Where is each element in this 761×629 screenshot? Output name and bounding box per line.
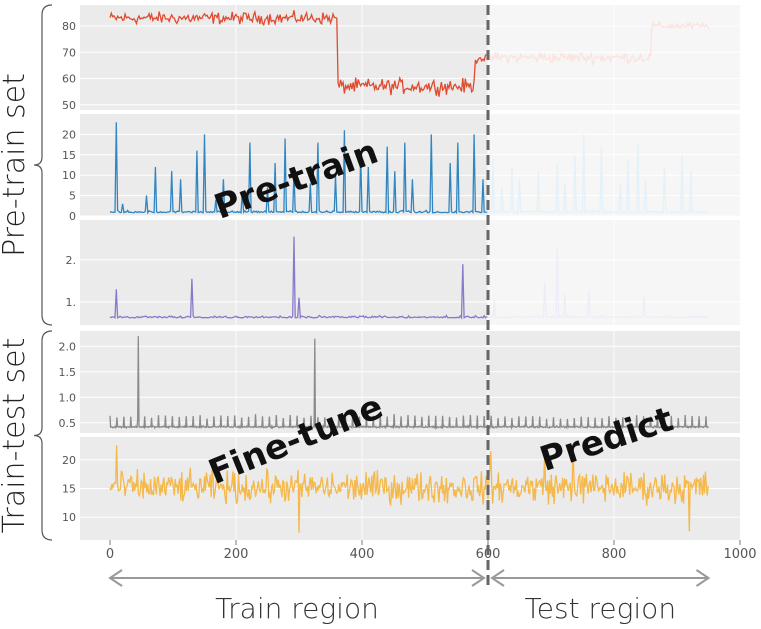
y-tick-label: 60 <box>62 73 76 86</box>
x-tick-label: 800 <box>602 547 627 562</box>
panel-background <box>80 331 740 433</box>
test-region-overlay <box>488 5 740 325</box>
y-tick-label: 0 <box>69 210 76 223</box>
series-line-train <box>109 9 489 97</box>
y-tick-label: 80 <box>62 20 76 33</box>
series-line-train <box>109 444 489 533</box>
y-tick-label: 20 <box>62 128 76 141</box>
series-line-train <box>109 122 489 215</box>
region-label: Test region <box>524 592 676 625</box>
y-tick-label: 70 <box>62 46 76 59</box>
series-line-train <box>109 336 489 431</box>
y-tick-label: 1.5 <box>59 366 77 379</box>
y-tick-label: 0.5 <box>59 417 77 430</box>
group-brace <box>33 4 53 326</box>
panel-4 <box>80 437 740 540</box>
test-region-fade <box>488 114 740 216</box>
group-label: Pre-train set <box>0 73 32 257</box>
y-tick-label: 2. <box>66 254 77 267</box>
x-tick-label: 200 <box>224 547 249 562</box>
y-tick-label: 10 <box>62 511 76 524</box>
panel-3 <box>80 331 740 433</box>
y-tick-label: 5 <box>69 190 76 203</box>
region-arrow <box>108 569 486 587</box>
x-tick-label: 0 <box>106 547 114 562</box>
y-tick-label: 15 <box>62 149 76 162</box>
x-tick-label: 400 <box>350 547 375 562</box>
test-region-fade <box>488 220 740 325</box>
series-line-test <box>486 445 709 532</box>
group-brace <box>33 330 53 541</box>
group-label: Train-test set <box>0 338 32 534</box>
y-tick-label: 1.0 <box>59 391 77 404</box>
test-region-fade <box>488 5 740 110</box>
region-arrow <box>490 569 711 587</box>
x-tick-label: 1000 <box>723 547 756 562</box>
y-tick-label: 1. <box>66 296 77 309</box>
series-line-train <box>109 236 489 320</box>
y-tick-label: 50 <box>62 99 76 112</box>
y-tick-label: 20 <box>62 454 76 467</box>
region-label: Train region <box>215 592 379 625</box>
y-tick-label: 15 <box>62 483 76 496</box>
series-line-test <box>486 414 709 431</box>
y-tick-label: 2.0 <box>59 340 77 353</box>
y-tick-label: 10 <box>62 169 76 182</box>
